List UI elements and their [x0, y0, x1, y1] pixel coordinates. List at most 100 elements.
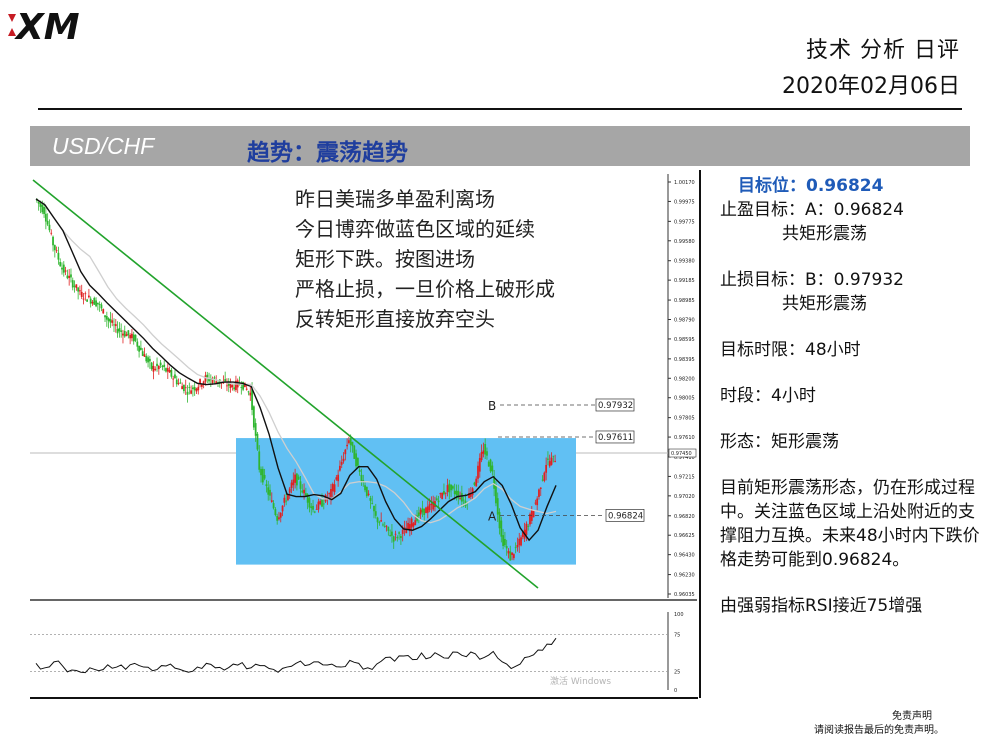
candle-body [426, 506, 429, 513]
candle-body [498, 511, 501, 529]
candle-body [364, 485, 366, 491]
candle-body [432, 501, 435, 510]
candle-body [159, 362, 162, 366]
candle-body [199, 379, 201, 385]
candle-body [251, 389, 253, 410]
y-tick-label: 0.98395 [674, 357, 695, 363]
candle-body [489, 459, 492, 472]
candle-body [315, 509, 318, 510]
symbol-band [30, 126, 970, 166]
candle-body [122, 333, 124, 336]
candle-body [170, 369, 173, 377]
candle-body [213, 377, 216, 379]
candle-body [172, 378, 175, 380]
price-chart: 1.00170 0.99975 0.99775 0.99580 0.99380 0.991… [30, 170, 698, 698]
candle-body [509, 551, 512, 561]
candle-body [482, 450, 485, 454]
take-profit-label: 止盈目标：A：0.96824 [720, 200, 904, 220]
candle-body [349, 438, 352, 445]
candle-body [95, 300, 97, 307]
candle-body [175, 379, 178, 385]
candle-body [274, 509, 277, 516]
analysis-panel: 目标位：0.96824 止盈目标：A：0.96824 共矩形震荡 止损目标：B：… [720, 174, 990, 618]
candle-body [330, 489, 332, 497]
candle-body [249, 392, 252, 396]
candle-body [507, 550, 510, 554]
candle-body [407, 522, 409, 530]
candle-body [518, 538, 521, 546]
candle-body [502, 535, 505, 547]
windows-watermark: 激活 Windows [550, 675, 611, 687]
y-tick-label: 0.99185 [674, 278, 695, 284]
candle-body [441, 492, 444, 499]
candle-body [516, 545, 519, 548]
candle-body [68, 275, 71, 278]
candle-body [281, 505, 284, 512]
candle-body [480, 452, 483, 461]
candle-body [145, 356, 148, 362]
candle-body [428, 504, 431, 511]
candle-body [457, 490, 460, 499]
candle-body [150, 362, 153, 370]
candle-body [272, 503, 275, 509]
candle-body [114, 324, 117, 327]
candle-body [550, 457, 553, 465]
candle-body [505, 546, 508, 549]
candle-body [313, 511, 316, 513]
candle-body [303, 489, 305, 494]
candle-body [109, 319, 112, 323]
candle-body [53, 245, 56, 251]
y-tick-label: 0.97805 [674, 416, 695, 422]
last-price-box [668, 448, 697, 458]
candle-body [292, 479, 295, 486]
candle-body [500, 520, 503, 537]
candle-body [73, 285, 76, 287]
candle-body [202, 381, 205, 385]
candle-body [102, 309, 105, 314]
candle-body [417, 512, 420, 516]
candle-body [545, 464, 548, 473]
y-tick-label: 0.98595 [674, 337, 695, 343]
candle-body [342, 458, 345, 462]
candle-body [469, 493, 472, 497]
candles [35, 198, 557, 561]
candle-body [163, 364, 166, 367]
candle-body [299, 481, 302, 489]
y-tick-label: 0.98985 [674, 298, 695, 304]
candle-body [486, 451, 488, 456]
candle-body [392, 536, 395, 542]
candle-body [111, 320, 114, 323]
annotation-line: 昨日美瑞多单盈利离场 [295, 187, 495, 211]
report-date: 2020年02月06日 [782, 74, 960, 99]
candle-body [270, 500, 273, 502]
candle-body [278, 517, 280, 520]
candle-body [401, 529, 404, 534]
candle-body [471, 488, 474, 496]
level-box [595, 430, 635, 444]
candle-body [148, 358, 151, 362]
candle-body [383, 525, 386, 527]
candle-body [317, 501, 320, 510]
candle-body [139, 347, 142, 350]
level-value: 0.97611 [598, 433, 633, 443]
candle-body [50, 232, 53, 234]
candle-body [156, 363, 158, 367]
candle-body [439, 493, 442, 495]
candle-body [331, 484, 334, 492]
candle-body [304, 493, 307, 496]
candle-body [473, 482, 476, 485]
candle-body [242, 381, 245, 390]
trend-label: 趋势：震荡趋势 [247, 140, 408, 166]
candle-body [285, 500, 288, 502]
candle-body [437, 500, 440, 503]
candle-body [353, 445, 356, 459]
candle-body [86, 299, 89, 302]
candle-body [269, 489, 271, 496]
candle-body [344, 449, 347, 455]
candle-body [347, 440, 350, 443]
candle-body [261, 468, 264, 483]
candle-body [252, 406, 255, 428]
candle-body [132, 334, 135, 342]
candle-body [136, 341, 139, 347]
candle-body [84, 293, 87, 295]
